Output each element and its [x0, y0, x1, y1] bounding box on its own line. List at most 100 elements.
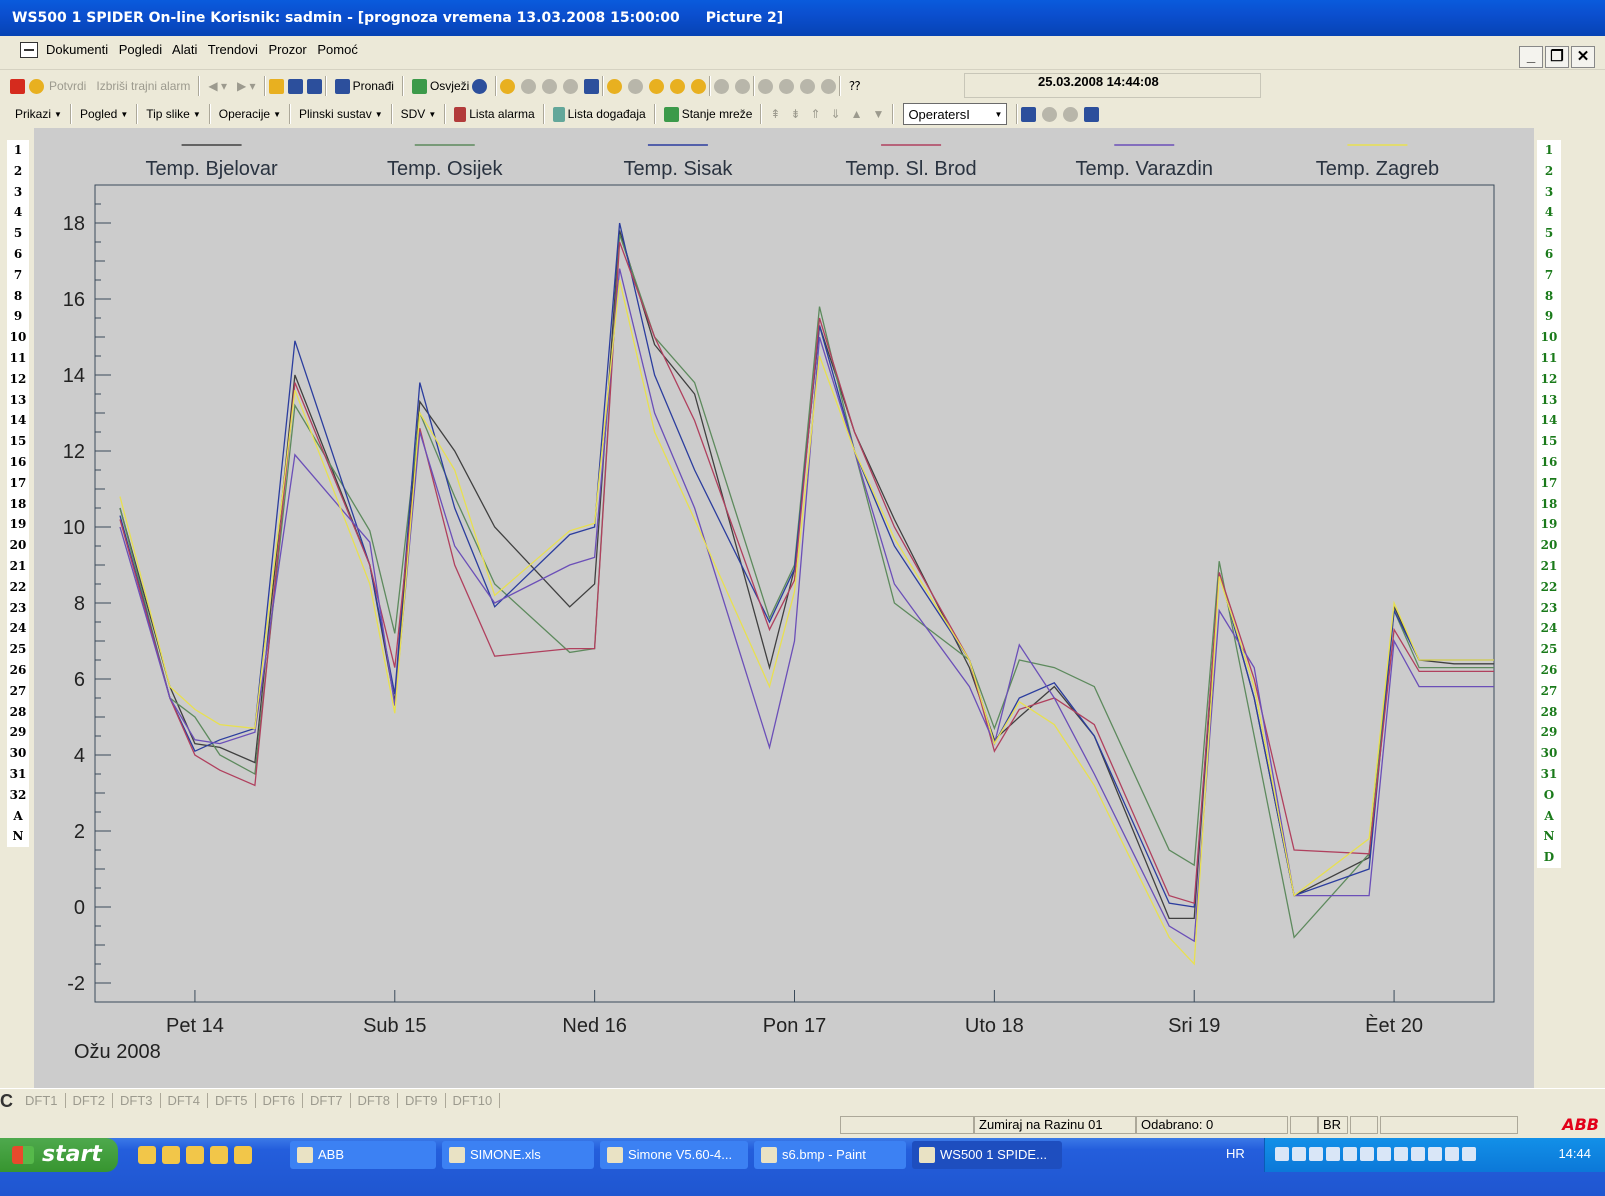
menu-pogled[interactable]: Pogled ▼	[75, 103, 133, 125]
right-channel-number[interactable]: 22	[1540, 579, 1558, 594]
time-back-icon[interactable]	[628, 78, 644, 94]
right-channel-number[interactable]: N	[1543, 829, 1555, 844]
left-channel-number[interactable]: 25	[9, 642, 27, 657]
tray-monitor-icon[interactable]	[1377, 1147, 1391, 1161]
tag-icon[interactable]	[714, 78, 730, 94]
right-channel-number[interactable]: 2	[1544, 163, 1554, 178]
edit-icon[interactable]	[800, 78, 816, 94]
right-channel-number[interactable]: 15	[1540, 434, 1558, 449]
right-channel-number[interactable]: 4	[1544, 205, 1554, 220]
zoom-fit-icon[interactable]	[584, 78, 600, 94]
menu-trendovi[interactable]: Trendovi	[207, 42, 258, 57]
language-indicator[interactable]: HR	[1226, 1146, 1245, 1161]
tab-dft-4[interactable]: DFT4	[161, 1093, 208, 1108]
right-channel-number[interactable]: 9	[1544, 309, 1554, 324]
right-channel-number[interactable]: 30	[1540, 746, 1558, 761]
left-channel-number[interactable]: 17	[9, 475, 27, 490]
right-channel-number[interactable]: 19	[1540, 517, 1558, 532]
left-channel-number[interactable]: 12	[9, 371, 27, 386]
right-channel-number[interactable]: A	[1544, 808, 1554, 823]
print-icon[interactable]	[287, 78, 303, 94]
right-channel-number[interactable]: 10	[1540, 330, 1558, 345]
tab-dft-8[interactable]: DFT8	[351, 1093, 398, 1108]
tab-dft-3[interactable]: DFT3	[113, 1093, 161, 1108]
minimize-icon[interactable]: _	[1519, 46, 1543, 68]
tray-sync-icon[interactable]	[1428, 1147, 1442, 1161]
right-channel-number[interactable]: 13	[1540, 392, 1558, 407]
tray-network-icon[interactable]	[1292, 1147, 1306, 1161]
key-icon[interactable]	[1042, 106, 1058, 122]
move-down-icon[interactable]: ⇓	[830, 107, 841, 121]
menu-dokumenti[interactable]: Dokumenti	[46, 42, 109, 57]
horn-icon[interactable]	[29, 78, 44, 94]
right-channel-number[interactable]: 18	[1540, 496, 1558, 511]
right-channel-number[interactable]: 17	[1540, 475, 1558, 490]
right-channel-number[interactable]: O	[1543, 787, 1555, 802]
find-button[interactable]: Pronađi	[330, 75, 399, 97]
hand-icon[interactable]	[758, 78, 774, 94]
left-channel-number[interactable]: 16	[9, 454, 27, 469]
help-pointer-icon[interactable]: ⁇	[849, 79, 861, 93]
pan-icon[interactable]	[563, 78, 579, 94]
task-abb[interactable]: ABB	[290, 1141, 436, 1169]
printer-icon[interactable]	[1063, 106, 1079, 122]
tag-remove-icon[interactable]	[735, 78, 751, 94]
left-channel-number[interactable]: 11	[9, 350, 27, 365]
menu-prozor[interactable]: Prozor	[268, 42, 307, 57]
left-channel-number[interactable]: 9	[13, 309, 23, 324]
right-channel-number[interactable]: 7	[1544, 267, 1554, 282]
tab-dft-2[interactable]: DFT2	[66, 1093, 113, 1108]
folder-icon[interactable]	[186, 1146, 204, 1164]
left-channel-number[interactable]: 20	[9, 538, 27, 553]
clock-icon[interactable]	[607, 78, 623, 94]
right-channel-number[interactable]: 16	[1540, 454, 1558, 469]
right-channel-number[interactable]: 3	[1544, 184, 1554, 199]
right-channel-number[interactable]: 12	[1540, 371, 1558, 386]
left-channel-number[interactable]: 29	[9, 725, 27, 740]
menu-plinski-sustav[interactable]: Plinski sustav ▼	[294, 103, 388, 125]
zoom-window-icon[interactable]	[542, 78, 558, 94]
left-channel-number[interactable]: 32	[9, 787, 27, 802]
menu-alati[interactable]: Alati	[172, 42, 198, 57]
print-preview-icon[interactable]	[306, 78, 322, 94]
refresh-button[interactable]: Osvježi	[407, 75, 492, 97]
delete-alarm-button[interactable]: Izbriši trajni alarm	[96, 79, 191, 93]
step-down-icon[interactable]: ▼	[872, 107, 885, 121]
right-channel-number[interactable]: 20	[1540, 538, 1558, 553]
right-channel-number[interactable]: D	[1543, 850, 1555, 865]
left-channel-number[interactable]: 6	[13, 246, 23, 261]
tray-connection-icon[interactable]	[1360, 1147, 1374, 1161]
left-channel-number[interactable]: 13	[9, 392, 27, 407]
show-desktop-icon[interactable]	[138, 1146, 156, 1164]
alarm-list-button[interactable]: Lista alarma	[449, 103, 539, 125]
right-channel-number[interactable]: 8	[1544, 288, 1554, 303]
tab-dft-1[interactable]: DFT1	[18, 1093, 66, 1108]
move-bottom-icon[interactable]: ⇟	[790, 107, 801, 121]
right-channel-number[interactable]: 28	[1540, 704, 1558, 719]
alarm-icon[interactable]	[10, 78, 25, 94]
left-channel-number[interactable]: 14	[9, 413, 27, 428]
tray-speaker-icon[interactable]	[1326, 1147, 1340, 1161]
tab-dft-7[interactable]: DFT7	[303, 1093, 351, 1108]
left-channel-number[interactable]: 10	[9, 330, 27, 345]
zoom-out-icon[interactable]	[521, 78, 537, 94]
left-channel-number[interactable]: 1	[13, 143, 23, 157]
right-channel-number[interactable]: 23	[1540, 600, 1558, 615]
document-icon[interactable]	[1021, 106, 1037, 122]
left-channel-number[interactable]: 4	[13, 205, 23, 220]
move-top-icon[interactable]: ⇞	[770, 107, 781, 121]
tray-shield-icon[interactable]	[1394, 1147, 1408, 1161]
left-channel-number[interactable]: 23	[9, 600, 27, 615]
left-channel-number[interactable]: 19	[9, 517, 27, 532]
right-channel-number[interactable]: 11	[1540, 350, 1558, 365]
right-channel-number[interactable]: 25	[1540, 642, 1558, 657]
left-channel-number[interactable]: 28	[9, 704, 27, 719]
right-channel-number[interactable]: 1	[1544, 143, 1554, 157]
left-channel-number[interactable]: 30	[9, 746, 27, 761]
event-list-button[interactable]: Lista događaja	[548, 103, 651, 125]
task-paint[interactable]: s6.bmp - Paint	[754, 1141, 906, 1169]
tray-wireless-icon[interactable]	[1343, 1147, 1357, 1161]
confirm-button[interactable]: Potvrdi	[49, 79, 87, 93]
right-channel-number[interactable]: 31	[1540, 766, 1558, 781]
tab-dft-9[interactable]: DFT9	[398, 1093, 446, 1108]
